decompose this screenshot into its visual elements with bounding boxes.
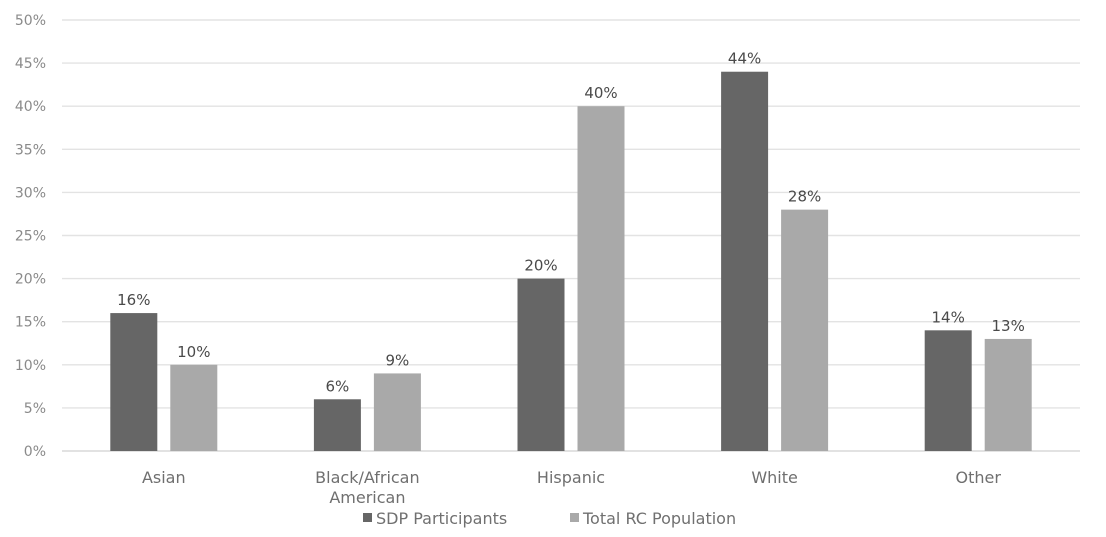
y-tick-label: 25% [15,229,46,245]
x-category-label: American [329,488,405,507]
bar [924,330,972,451]
data-label: 16% [117,291,150,309]
data-label: 44% [728,50,761,68]
data-label: 6% [326,377,350,395]
y-tick-label: 10% [15,358,46,374]
bar [721,71,769,451]
x-category-label: Other [955,468,1001,487]
data-label: 20% [524,257,557,275]
data-label: 14% [932,308,965,326]
y-tick-label: 40% [15,99,46,115]
x-category-label: Asian [142,468,186,487]
bar [373,373,421,451]
y-tick-label: 15% [15,315,46,331]
legend-swatch [570,513,579,522]
bar [313,399,361,451]
y-tick-label: 50% [15,13,46,29]
x-category-label: Hispanic [537,468,605,487]
bar [781,209,829,451]
data-label: 28% [788,188,821,206]
x-category-label: White [751,468,798,487]
y-tick-label: 45% [15,56,46,72]
bar [577,106,625,451]
y-tick-label: 30% [15,185,46,201]
y-tick-label: 20% [15,272,46,288]
legend-swatch [363,513,372,522]
y-tick-label: 5% [24,401,46,417]
legend-label: Total RC Population [582,509,736,528]
data-label: 13% [992,317,1025,335]
data-label: 9% [386,351,410,369]
x-category-label: Black/African [315,468,419,487]
legend-label: SDP Participants [376,509,507,528]
y-tick-label: 0% [24,444,46,460]
y-tick-label: 35% [15,142,46,158]
bar [984,338,1032,451]
data-label: 10% [177,343,210,361]
data-label: 40% [584,84,617,102]
bar [170,364,218,451]
bar [517,278,565,451]
bar [110,313,158,451]
